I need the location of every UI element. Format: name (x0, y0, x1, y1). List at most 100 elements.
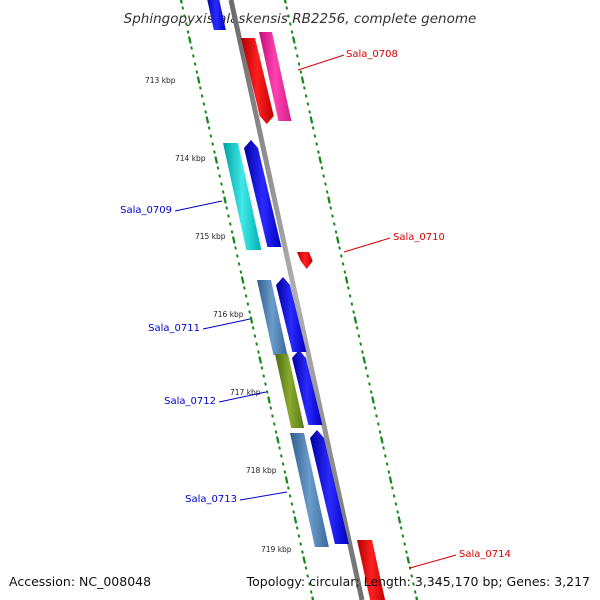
ruler-tick (295, 526, 299, 530)
ruler-tick (262, 374, 266, 378)
ruler-tick (348, 294, 352, 298)
ruler-tick (391, 486, 394, 490)
ruler-tick (415, 596, 419, 600)
gene-label[interactable]: Sala_0709 (120, 205, 172, 216)
ruler-tick (373, 406, 377, 410)
ruler-tick (388, 476, 393, 484)
gene-label[interactable]: Sala_0708 (346, 49, 398, 60)
ruler-tick (274, 430, 278, 434)
ruler-tick (353, 316, 358, 324)
gene-feature[interactable] (206, 0, 226, 30)
ruler-tick (320, 166, 324, 170)
gene-feature[interactable] (276, 277, 307, 352)
ruler-tick (396, 510, 399, 514)
ruler-tick (341, 262, 345, 266)
ruler-tick (218, 174, 222, 178)
ruler-tick (237, 262, 241, 266)
ruler-tick (283, 0, 287, 4)
ruler-tick (230, 230, 234, 234)
ruler-tick (181, 6, 185, 10)
ruler-tick (306, 574, 310, 578)
ruler-tick (285, 6, 289, 10)
ruler-tick (364, 366, 368, 370)
ruler-tick (301, 550, 304, 554)
ruler-tick (394, 502, 398, 506)
gene-label[interactable]: Sala_0711 (148, 323, 200, 334)
ruler-tick (202, 102, 206, 106)
ruler-tick (303, 86, 306, 90)
ruler-tick (291, 36, 296, 44)
ruler-tick (324, 182, 327, 186)
gene-feature[interactable] (292, 350, 323, 425)
gene-feature[interactable] (257, 280, 288, 355)
gene-label[interactable]: Sala_0713 (185, 494, 237, 505)
gene-feature[interactable] (275, 354, 305, 428)
ruler-tick (304, 566, 308, 570)
gene-label[interactable]: Sala_0710 (393, 232, 445, 243)
gene-feature[interactable] (297, 252, 313, 269)
ruler-tick (264, 382, 267, 386)
ruler-tick (297, 62, 301, 66)
ruler-tick (186, 30, 190, 34)
gene-labels: Sala_0708 Sala_0709 Sala_0710 Sala_0711 Sala… (120, 49, 511, 569)
ruler-tick (204, 110, 207, 114)
ruler-ticks (179, 0, 419, 600)
ruler-tick (183, 14, 186, 18)
ruler-tick (225, 206, 229, 210)
gene-label-leader (297, 54, 345, 71)
ruler-label: 715 kbp (195, 232, 226, 241)
ruler-tick (192, 54, 195, 58)
ruler-tick (359, 342, 362, 346)
ruler-tick (343, 270, 347, 274)
ruler-tick (207, 126, 211, 130)
ruler-tick (371, 396, 375, 404)
ruler-tick (281, 462, 285, 466)
ruler-tick (231, 236, 236, 244)
ruler-tick (408, 566, 412, 570)
ruler-tick (300, 76, 305, 84)
ruler-tick (355, 326, 359, 330)
ruler-tick (257, 350, 260, 354)
ruler-tick (253, 334, 257, 338)
ruler-tick (406, 556, 411, 564)
ruler-label: 713 kbp (145, 76, 176, 85)
ruler-tick (352, 310, 355, 314)
gene-feature[interactable] (290, 433, 329, 547)
gene-feature[interactable] (223, 143, 262, 250)
ruler-labels: 713 kbp 714 kbp 715 kbp 716 kbp 717 kbp 718 k… (145, 76, 292, 554)
gene-label[interactable]: Sala_0712 (164, 396, 216, 407)
ruler-tick (249, 316, 254, 324)
ruler-tick (413, 590, 417, 594)
gene-feature[interactable] (259, 32, 292, 121)
topology-text: Topology: circular; Length: 3,345,170 bp… (246, 574, 590, 589)
ruler-tick (287, 486, 290, 490)
ruler-tick (309, 590, 313, 594)
ruler-tick (244, 294, 248, 298)
ruler-tick (227, 214, 230, 218)
gene-label-leader (409, 554, 457, 569)
ruler-tick (260, 366, 264, 370)
ruler-tick (379, 436, 384, 444)
gene-label[interactable]: Sala_0714 (459, 549, 511, 560)
genome-backbone (228, 0, 365, 600)
map-title: Sphingopyxis alaskensis RB2256, complete… (124, 11, 477, 27)
gene-feature[interactable] (357, 540, 386, 600)
ruler-tick (357, 334, 361, 338)
gene-feature[interactable] (310, 430, 349, 544)
ruler-tick (361, 350, 364, 354)
gene-feature[interactable] (241, 38, 274, 124)
ruler-tick (392, 494, 396, 498)
ruler-tick (275, 436, 280, 444)
ruler-tick (195, 70, 199, 74)
ruler-tick (290, 30, 294, 34)
gene-feature[interactable] (244, 140, 282, 247)
ruler-tick (228, 222, 232, 226)
ruler-tick (296, 54, 299, 58)
gene-label-leader (218, 391, 267, 403)
ruler-tick (294, 46, 297, 50)
ruler-tick (340, 254, 343, 258)
ruler-tick (299, 70, 303, 74)
ruler-tick (196, 76, 201, 84)
ruler-tick (329, 206, 333, 210)
ruler-label: 718 kbp (246, 466, 277, 475)
